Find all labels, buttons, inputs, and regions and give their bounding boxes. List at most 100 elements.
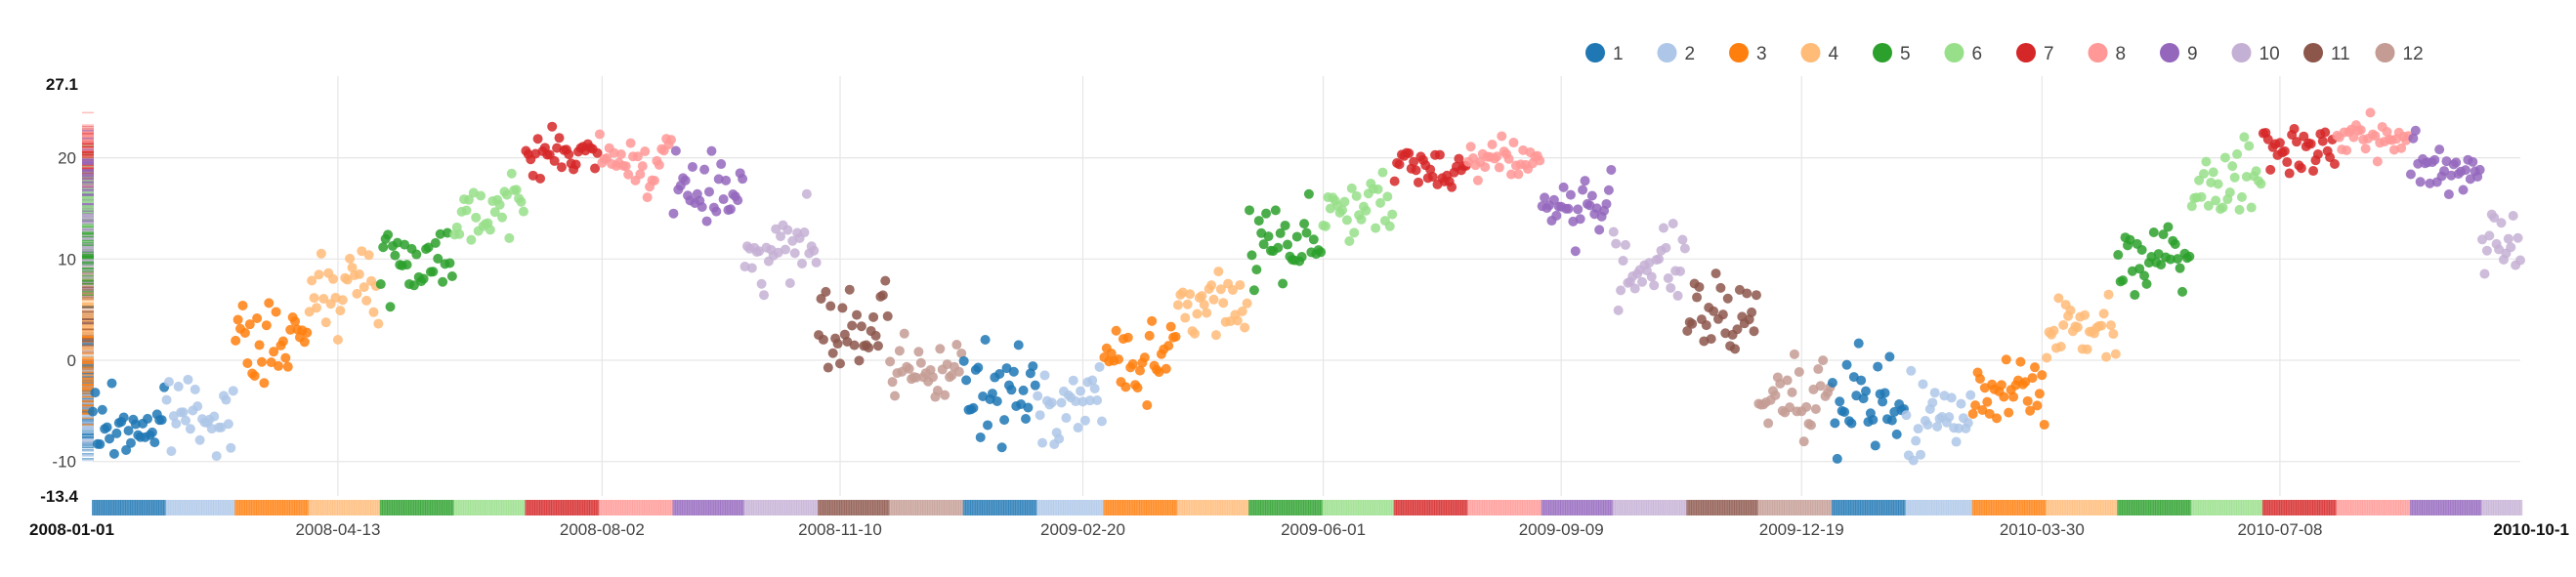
data-point	[1996, 380, 2006, 391]
y-rug-mark	[82, 257, 94, 260]
x-rug-mark	[2397, 500, 2401, 515]
data-point	[320, 317, 331, 328]
x-rug-mark	[874, 500, 878, 515]
x-rug-mark	[377, 500, 381, 515]
x-rug-mark	[725, 500, 729, 515]
x-rug-mark	[906, 500, 909, 515]
y-rug-mark	[82, 163, 94, 166]
x-rug-mark	[760, 500, 764, 515]
data-point	[149, 437, 160, 448]
x-rug-mark	[2371, 500, 2376, 515]
data-point	[864, 343, 874, 353]
x-rug-mark	[889, 500, 893, 515]
y-rug-mark	[82, 450, 94, 452]
data-point	[852, 309, 863, 320]
x-rug-mark	[553, 500, 557, 515]
x-rug-mark	[2152, 500, 2157, 515]
x-rug-mark	[898, 500, 903, 515]
x-rug-mark	[1724, 500, 1728, 515]
y-rug-mark	[82, 385, 94, 388]
data-point	[670, 145, 681, 156]
y-rug-mark	[82, 453, 94, 456]
x-rug-mark	[96, 500, 101, 515]
data-point	[2103, 289, 2114, 300]
x-rug-mark	[2402, 500, 2406, 515]
y-rug-mark	[82, 199, 94, 202]
legend-item-7[interactable]: 7	[2016, 43, 2054, 64]
data-point	[956, 348, 967, 358]
x-rug-mark	[1169, 500, 1173, 515]
data-point	[2355, 125, 2366, 136]
legend-item-10[interactable]: 10	[2231, 43, 2280, 64]
y-rug-mark	[82, 402, 94, 405]
data-point	[1922, 420, 1933, 431]
legend-item-8[interactable]: 8	[2088, 43, 2127, 64]
y-rug-mark	[82, 417, 94, 420]
data-point	[887, 377, 898, 388]
y-rug-mark	[82, 176, 94, 178]
x-rug-mark	[2278, 500, 2283, 515]
x-rug-mark	[210, 500, 215, 515]
data-point	[1722, 293, 1733, 304]
x-rug-mark	[1505, 500, 1509, 515]
x-rug-mark	[1560, 500, 1564, 515]
legend-item-3[interactable]: 3	[1729, 43, 1767, 64]
x-rug-mark	[2407, 500, 2411, 515]
x-rug-mark	[1043, 500, 1047, 515]
x-rug-mark	[727, 500, 731, 515]
data-point	[899, 328, 909, 339]
x-rug-mark	[2245, 500, 2250, 515]
x-rug-mark	[1462, 500, 1466, 515]
data-point	[312, 303, 322, 313]
x-rug-mark	[2386, 500, 2389, 515]
data-point	[2096, 320, 2107, 331]
x-rug-mark	[308, 500, 312, 515]
x-rug-mark	[1940, 500, 1945, 515]
x-rug-mark	[2089, 500, 2092, 515]
legend-item-12[interactable]: 12	[2375, 43, 2424, 64]
data-point	[423, 242, 434, 253]
x-rug-mark	[2174, 500, 2177, 515]
data-point	[1161, 363, 1171, 374]
x-rug-mark	[1063, 500, 1067, 515]
x-rug-mark	[1036, 500, 1040, 515]
x-rug-mark	[1950, 500, 1954, 515]
legend-item-2[interactable]: 2	[1657, 43, 1696, 64]
x-rug-mark	[696, 500, 700, 515]
x-rug-mark	[2188, 500, 2192, 515]
x-rug-mark	[1113, 500, 1117, 515]
data-point	[1954, 423, 1964, 433]
x-rug-mark	[1300, 500, 1304, 515]
x-rug-mark	[1658, 500, 1662, 515]
legend-item-6[interactable]: 6	[1944, 43, 1983, 64]
legend-item-4[interactable]: 4	[1800, 43, 1839, 64]
data-point	[2372, 156, 2383, 167]
legend-item-11[interactable]: 11	[2303, 43, 2350, 64]
data-point	[254, 340, 265, 350]
x-rug-mark	[834, 500, 838, 515]
data-point	[1911, 435, 1921, 446]
data-point	[2227, 161, 2238, 172]
legend-item-1[interactable]: 1	[1585, 43, 1624, 64]
y-rug-mark	[82, 366, 94, 368]
x-rug-mark	[2226, 500, 2230, 515]
x-rug-mark	[1250, 500, 1254, 515]
data-point	[97, 404, 107, 415]
legend-item-9[interactable]: 9	[2160, 43, 2198, 64]
data-point	[2110, 349, 2121, 359]
legend-label: 3	[1756, 44, 1767, 64]
x-rug-mark	[2164, 500, 2169, 515]
x-rug-mark	[99, 500, 103, 515]
y-rug-mark	[82, 364, 94, 367]
x-rug-mark	[670, 500, 674, 515]
x-rug-mark	[1290, 500, 1295, 515]
x-rug-mark	[501, 500, 505, 515]
x-rug-mark	[515, 500, 519, 515]
x-rug-mark	[458, 500, 462, 515]
y-rug-mark	[82, 129, 94, 132]
x-rug-mark	[703, 500, 707, 515]
data-point	[2141, 278, 2152, 289]
x-rug-mark	[563, 500, 567, 515]
x-rug-mark	[922, 500, 926, 515]
legend-item-5[interactable]: 5	[1873, 43, 1911, 64]
